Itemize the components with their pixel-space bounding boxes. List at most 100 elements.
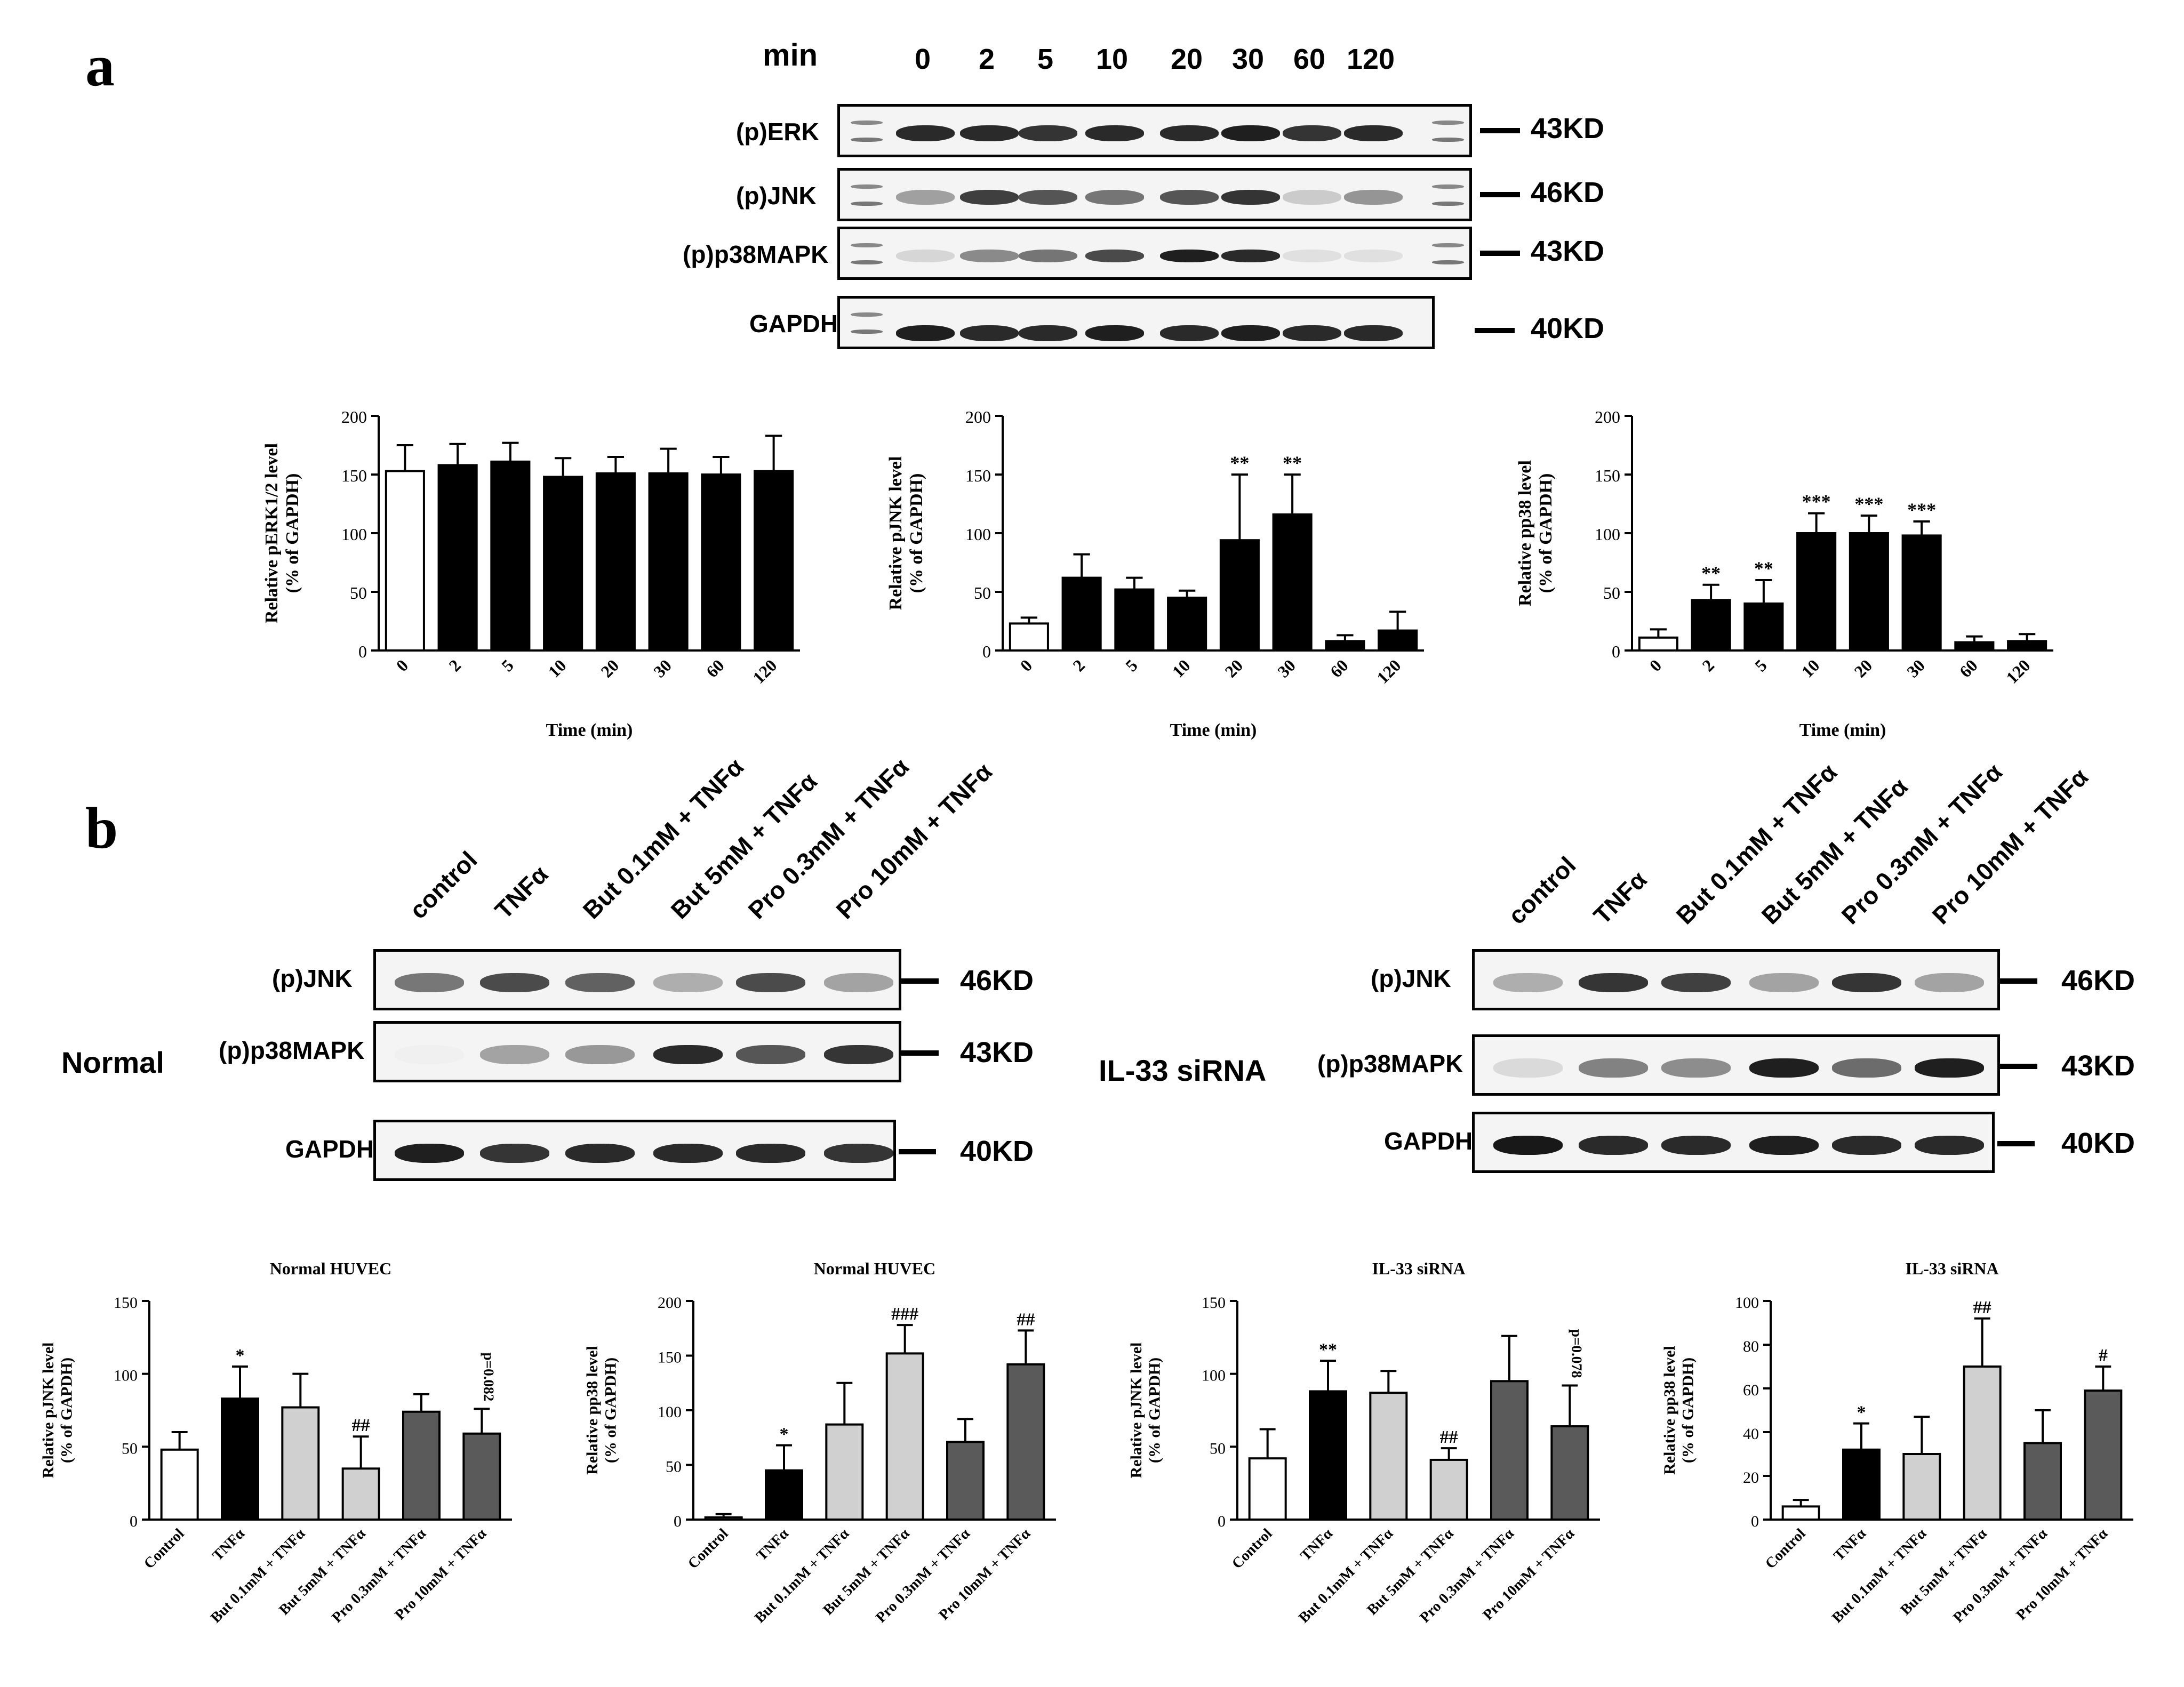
protein-band <box>1221 325 1280 341</box>
x-tick-text: 20 <box>1850 655 1876 681</box>
significance-text: * <box>236 1346 245 1365</box>
chart-title: Normal HUVEC <box>814 1259 935 1278</box>
y-axis-label-line: (% of GAPDH) <box>58 1357 76 1463</box>
protein-band <box>1832 1135 1901 1155</box>
x-tick-text: 0 <box>393 655 412 675</box>
size-marker-line <box>1480 251 1520 256</box>
size-marker-line <box>2000 978 2037 984</box>
x-tick-label: 0 <box>1017 655 1036 675</box>
bar <box>2084 1389 2123 1521</box>
y-axis-label: Relative pp38 level (% of GAPDH) <box>1661 1346 1697 1475</box>
bar <box>1638 636 1678 652</box>
bar <box>701 473 741 652</box>
protein-band <box>653 1045 723 1064</box>
protein-band <box>736 1143 805 1163</box>
time-label: 0 <box>914 43 931 75</box>
y-axis-label: Relative pERK1/2 level (% of GAPDH) <box>262 443 302 623</box>
western-blot-image <box>837 296 1435 349</box>
x-tick-text: 10 <box>1168 655 1194 681</box>
y-tick-label: 150 <box>1202 1294 1226 1312</box>
western-blot-image <box>1472 1034 2000 1096</box>
protein-band <box>1749 973 1819 992</box>
protein-band <box>1579 1135 1648 1155</box>
protein-band <box>1019 325 1077 341</box>
protein-band <box>1661 1058 1731 1078</box>
time-label: 120 <box>1346 43 1395 75</box>
ladder-band <box>1432 138 1464 142</box>
protein-band <box>1221 250 1280 262</box>
protein-band <box>1221 125 1280 141</box>
x-tick-text: 2 <box>445 655 465 675</box>
x-tick-text: TNFα <box>1297 1525 1336 1564</box>
protein-band <box>1160 325 1219 341</box>
bar <box>1114 588 1155 652</box>
molecular-weight-label: 43KD <box>960 1037 1034 1069</box>
bar <box>1490 1380 1529 1521</box>
bar <box>1842 1448 1881 1521</box>
bar <box>754 470 794 652</box>
x-tick-label: 120 <box>1373 655 1404 687</box>
bar <box>1429 1458 1468 1521</box>
protein-band <box>1661 973 1731 992</box>
x-tick-text: 20 <box>1221 655 1246 681</box>
ladder-band <box>1432 202 1464 206</box>
protein-band <box>1579 1058 1648 1078</box>
western-blot-image <box>1472 949 2000 1010</box>
bar <box>1954 641 1995 652</box>
ladder-band <box>851 120 883 125</box>
protein-band <box>1160 125 1219 141</box>
y-tick-label: 100 <box>341 525 367 544</box>
protein-band <box>1832 973 1901 992</box>
y-axis-label-line: Relative pJNK level <box>886 456 906 610</box>
ladder-band <box>1432 120 1464 125</box>
protein-band <box>1085 190 1144 205</box>
western-blot-image <box>837 104 1472 157</box>
significance-text: * <box>780 1425 789 1444</box>
bar <box>1061 576 1102 652</box>
significance-text: *** <box>1854 493 1883 515</box>
x-axis-label: Time (min) <box>1170 720 1257 740</box>
ladder-band <box>851 260 883 264</box>
x-tick-text: 120 <box>1373 655 1404 687</box>
y-tick-label: 100 <box>658 1403 682 1421</box>
x-tick-label: 60 <box>1956 655 1981 681</box>
protein-band <box>480 973 549 992</box>
chart-title: IL-33 siRNA <box>1372 1259 1465 1278</box>
y-tick-label: 0 <box>358 642 367 661</box>
protein-band <box>1085 325 1144 341</box>
x-tick-text: 0 <box>1017 655 1036 675</box>
protein-band <box>736 1045 805 1064</box>
treatment-label: But 0.1mM + TNFα <box>1670 758 1843 930</box>
ladder-band <box>851 312 883 317</box>
bar <box>160 1448 199 1521</box>
blot-label: (p)ERK <box>736 118 819 146</box>
x-tick-text: 10 <box>1797 655 1823 681</box>
ladder-band <box>851 138 883 142</box>
x-tick-label: Control <box>1229 1525 1276 1572</box>
protein-band <box>824 1143 893 1163</box>
protein-band <box>824 1045 893 1064</box>
y-tick-label: 150 <box>965 466 991 485</box>
molecular-weight-label: 46KD <box>960 965 1034 997</box>
x-tick-text: 30 <box>1903 655 1929 681</box>
ladder-band <box>1432 260 1464 264</box>
y-axis-label: Relative pJNK level (% of GAPDH) <box>1127 1343 1164 1479</box>
y-tick-label: 100 <box>1595 525 1620 544</box>
x-tick-text: TNFα <box>1830 1525 1869 1564</box>
bar <box>1167 597 1207 652</box>
y-tick-label: 100 <box>114 1367 138 1385</box>
western-blot-image <box>837 227 1472 280</box>
molecular-weight-label: 40KD <box>2061 1127 2135 1159</box>
chart-title: IL-33 siRNA <box>1905 1259 1998 1278</box>
y-tick-label: 150 <box>341 466 367 485</box>
protein-band <box>736 973 805 992</box>
bar <box>1378 629 1418 652</box>
x-tick-label: 30 <box>650 655 675 681</box>
x-tick-label: 2 <box>1698 655 1718 675</box>
significance-text: ** <box>1230 452 1249 473</box>
y-tick-label: 0 <box>982 642 991 661</box>
time-header: min <box>763 38 818 73</box>
significance-text: *** <box>1907 499 1936 520</box>
